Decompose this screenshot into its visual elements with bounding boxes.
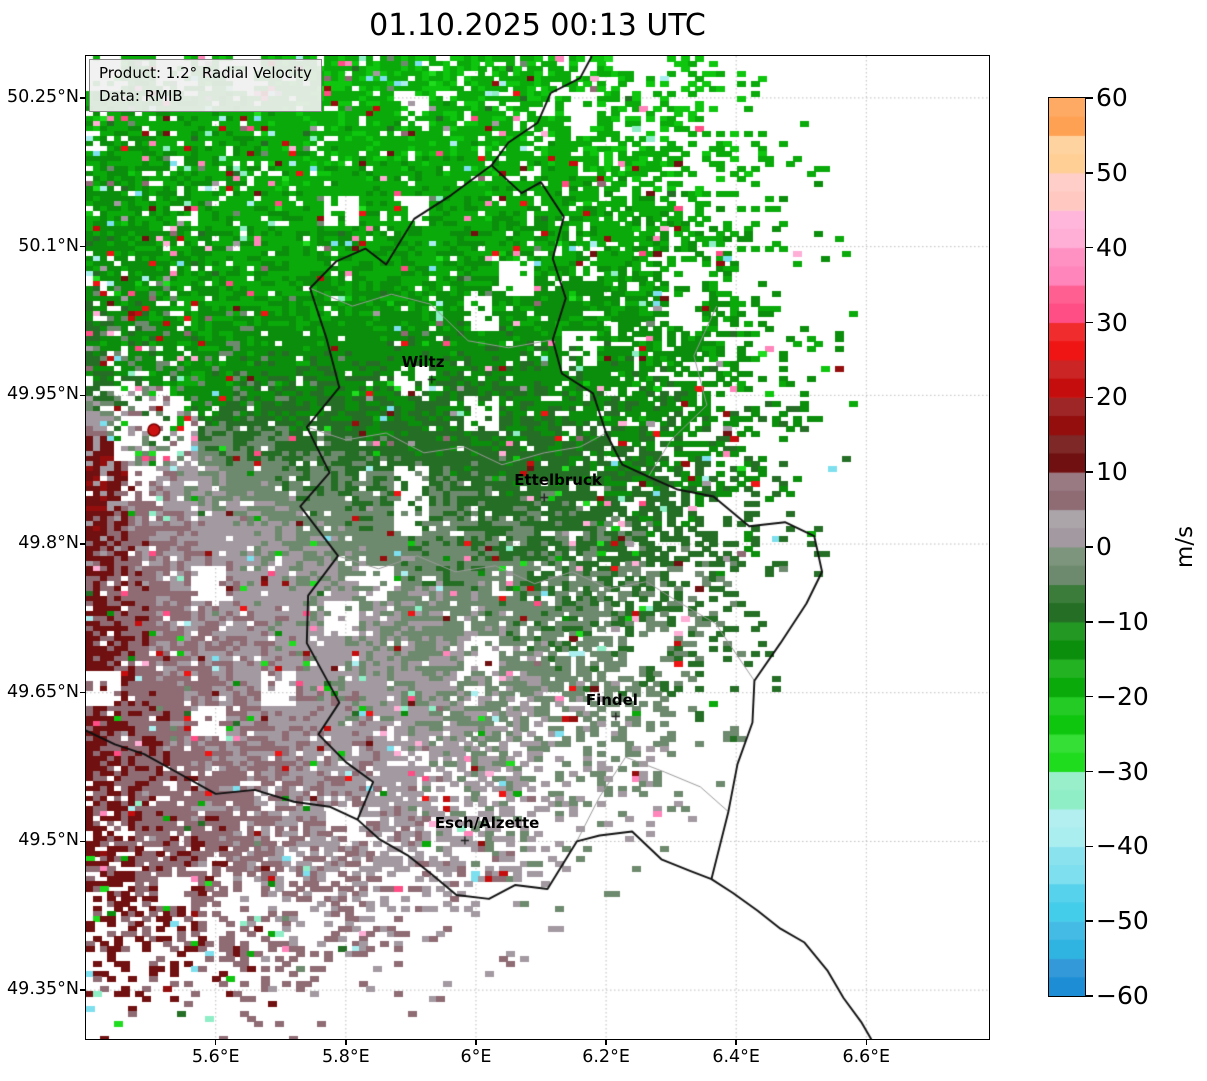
product-label: Product: 1.2° Radial Velocity [99, 64, 312, 82]
colorbar-tick-mark [1086, 396, 1093, 399]
colorbar-tick-mark [1086, 471, 1093, 473]
axis-tick-mark [80, 691, 85, 694]
lat-tick-label: 49.95°N [7, 384, 79, 405]
colorbar-tick-mark [1086, 995, 1093, 997]
radar-field-canvas [86, 56, 989, 1039]
colorbar-tick-mark [1086, 621, 1093, 623]
lon-tick-label: 6.2°E [582, 1047, 630, 1067]
colorbar-tick-mark [1086, 845, 1093, 848]
axis-tick-mark [214, 1040, 217, 1045]
axis-tick-mark [735, 1040, 737, 1045]
colorbar-tick-label: 0 [1096, 532, 1112, 561]
colorbar-tick-label: −30 [1096, 756, 1149, 786]
colorbar-tick-label: −50 [1096, 906, 1149, 936]
axis-tick-mark [80, 97, 85, 99]
timestamp-title: 01.10.2025 00:13 UTC [369, 8, 706, 43]
lat-tick-label: 49.35°N [7, 979, 79, 1000]
lon-tick-label: 6.6°E [842, 1047, 891, 1067]
city-label: Ettelbruck [514, 471, 602, 490]
lat-tick-label: 50.1°N [18, 235, 79, 256]
axis-tick-mark [345, 1040, 347, 1045]
colorbar-tick-mark [1086, 546, 1093, 548]
colorbar-tick-label: 60 [1096, 83, 1128, 112]
lat-tick-label: 49.8°N [18, 533, 79, 554]
axis-tick-mark [80, 989, 85, 991]
colorbar-tick-label: 30 [1096, 307, 1128, 337]
axis-tick-mark [80, 394, 85, 397]
lon-tick-label: 5.6°E [191, 1047, 240, 1067]
lon-tick-label: 5.8°E [322, 1047, 370, 1067]
colorbar-gradient [1049, 98, 1085, 996]
colorbar-tick-mark [1086, 246, 1093, 249]
colorbar-tick-mark [1086, 97, 1093, 99]
colorbar-tick-label: −60 [1096, 981, 1149, 1010]
lat-tick-label: 49.5°N [18, 830, 79, 851]
colorbar-tick-label: −40 [1096, 831, 1149, 861]
colorbar-tick-label: 40 [1096, 232, 1128, 262]
axis-tick-mark [80, 245, 85, 248]
lon-tick-label: 6.4°E [712, 1047, 760, 1067]
city-label: Wiltz [401, 353, 445, 372]
colorbar-unit-label: m/s [1172, 525, 1198, 569]
axis-tick-mark [605, 1040, 607, 1045]
map-plot-area: Product: 1.2° Radial Velocity Data: RMIB [85, 55, 990, 1040]
colorbar-tick-label: 10 [1096, 457, 1128, 487]
axis-tick-mark [80, 543, 85, 545]
colorbar [1048, 97, 1086, 997]
lat-tick-label: 50.25°N [7, 86, 79, 107]
colorbar-tick-mark [1086, 321, 1093, 324]
axis-tick-mark [80, 840, 85, 843]
colorbar-tick-label: −20 [1096, 681, 1149, 711]
lat-tick-label: 49.65°N [7, 681, 79, 702]
colorbar-tick-mark [1086, 770, 1093, 773]
lon-tick-label: 6°E [460, 1047, 492, 1067]
axis-tick-mark [865, 1040, 868, 1045]
colorbar-tick-label: 50 [1096, 157, 1128, 187]
product-info-box: Product: 1.2° Radial Velocity Data: RMIB [89, 59, 322, 112]
colorbar-tick-label: 20 [1096, 382, 1128, 412]
colorbar-tick-mark [1086, 920, 1093, 922]
colorbar-tick-label: −10 [1096, 606, 1149, 636]
city-label: Esch/Alzette [434, 814, 540, 833]
axis-tick-mark [475, 1040, 477, 1045]
data-source-label: Data: RMIB [99, 86, 183, 105]
colorbar-tick-mark [1086, 695, 1093, 698]
city-label: Findel [585, 690, 638, 709]
colorbar-tick-mark [1086, 172, 1093, 174]
